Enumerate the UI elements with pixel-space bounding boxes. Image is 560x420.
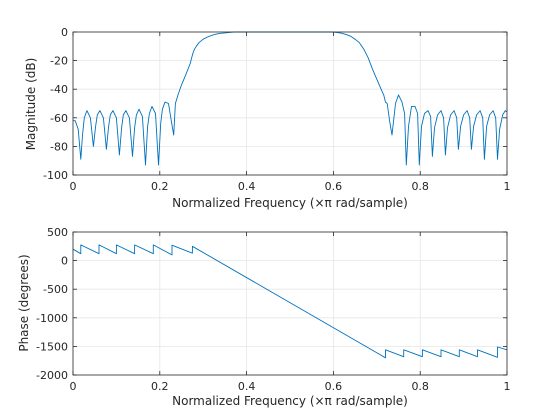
y-axis-label: Magnitude (dB) <box>24 58 38 151</box>
x-axis-label-main: Normalized Frequency <box>172 394 310 408</box>
x-tick-label: 0.4 <box>238 380 256 393</box>
x-tick-label: 1 <box>504 180 511 193</box>
y-tick-label: -60 <box>50 112 68 125</box>
axes-box <box>72 231 508 376</box>
y-tick-label: -20 <box>50 55 68 68</box>
x-tick-label: 0.6 <box>325 380 343 393</box>
x-tick-label: 0.8 <box>411 380 429 393</box>
axes-box <box>72 31 508 176</box>
y-tick-label: -1000 <box>36 312 68 325</box>
x-tick-label: 0.2 <box>151 380 169 393</box>
y-tick-label: 0 <box>61 26 68 39</box>
grid <box>73 32 507 175</box>
y-tick-label: 500 <box>47 226 68 239</box>
x-tick-label: 0.2 <box>151 180 169 193</box>
plot-area <box>73 232 507 375</box>
x-axis-label-unit: (×π rad/sample) <box>310 394 408 408</box>
y-tick-label: -1500 <box>36 340 68 353</box>
x-axis-label: Normalized Frequency (×π rad/sample) <box>172 196 408 210</box>
x-axis-label-main: Normalized Frequency <box>172 196 310 210</box>
x-tick-label: 0.4 <box>238 180 256 193</box>
magnitude-plot: 0 0.2 0.4 0.6 0.8 1 -100 -80 -60 -40 -20 0 Normaliz… <box>24 26 511 210</box>
x-tick-label: 0.6 <box>325 180 343 193</box>
x-tick-label: 0.8 <box>411 180 429 193</box>
y-tick-label: 0 <box>61 255 68 268</box>
ticks: 0 0.2 0.4 0.6 0.8 1 -100 -80 -60 -40 -20 0 <box>43 26 510 193</box>
y-tick-label: -100 <box>43 169 68 182</box>
x-axis-label: Normalized Frequency (×π rad/sample) <box>172 394 408 408</box>
y-tick-label: -40 <box>50 83 68 96</box>
ticks: 0 0.2 0.4 0.6 0.8 1 -2000 -1500 -1000 -500 0 500 <box>36 226 510 393</box>
x-axis-label-unit: (×π rad/sample) <box>310 196 408 210</box>
y-axis-label: Phase (degrees) <box>17 254 31 351</box>
x-tick-label: 0 <box>70 380 77 393</box>
y-tick-label: -80 <box>50 140 68 153</box>
phase-plot: 0 0.2 0.4 0.6 0.8 1 -2000 -1500 -1000 -500 0 500 No… <box>17 226 511 408</box>
x-tick-label: 1 <box>504 380 511 393</box>
grid <box>73 232 507 375</box>
x-tick-label: 0 <box>70 180 77 193</box>
series-line <box>72 244 508 359</box>
series <box>72 244 508 359</box>
y-tick-label: -2000 <box>36 369 68 382</box>
plot-area <box>73 32 507 175</box>
y-tick-label: -500 <box>43 283 68 296</box>
